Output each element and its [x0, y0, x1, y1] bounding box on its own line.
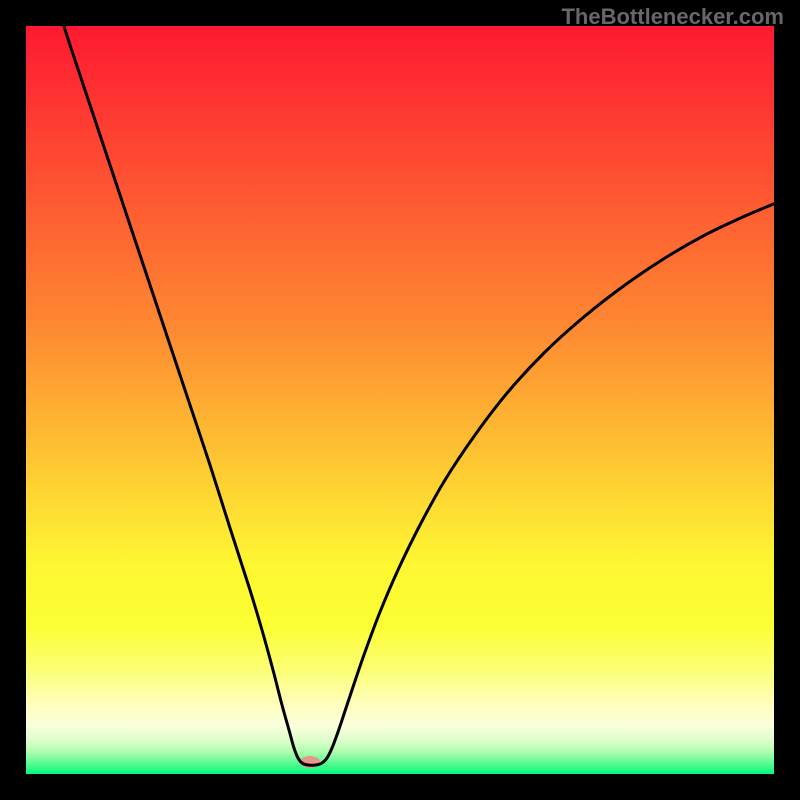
chart-svg — [0, 0, 800, 800]
watermark-text: TheBottlenecker.com — [561, 4, 784, 30]
bottleneck-chart: TheBottlenecker.com — [0, 0, 800, 800]
plot-background — [26, 26, 774, 774]
